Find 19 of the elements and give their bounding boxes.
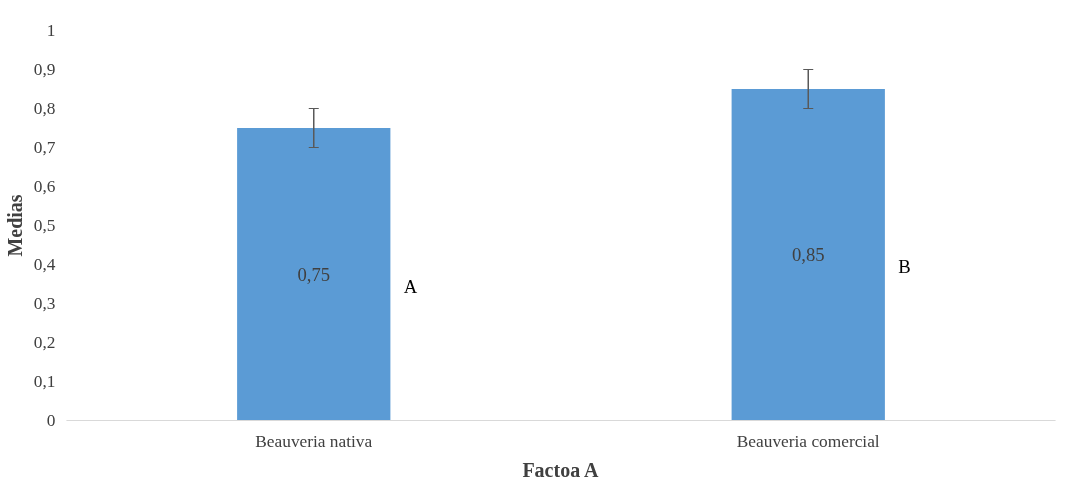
y-tick-label: 0,8 bbox=[33, 99, 56, 118]
x-tick-label: Beauveria comercial bbox=[736, 431, 880, 451]
y-tick-label: 0,7 bbox=[33, 138, 56, 157]
y-tick-label: 0,4 bbox=[33, 255, 56, 274]
y-tick-label: 1 bbox=[46, 21, 56, 40]
x-tick-label: Beauveria nativa bbox=[255, 431, 373, 451]
y-tick-label: 0,5 bbox=[33, 216, 56, 235]
annotation: B bbox=[898, 256, 911, 278]
x-axis-title: Factoa A bbox=[522, 458, 600, 481]
y-tick-label: 0 bbox=[46, 411, 56, 430]
annotation: A bbox=[403, 275, 418, 297]
y-tick-label: 0,6 bbox=[33, 177, 56, 196]
data-label: 0,85 bbox=[791, 244, 825, 266]
y-tick-label: 0,9 bbox=[33, 60, 56, 79]
y-axis-title: Medias bbox=[3, 194, 26, 257]
y-tick-label: 0,1 bbox=[33, 372, 56, 391]
data-label: 0,75 bbox=[297, 263, 331, 285]
y-tick-label: 0,2 bbox=[33, 333, 56, 352]
y-tick-label: 0,3 bbox=[33, 294, 56, 313]
